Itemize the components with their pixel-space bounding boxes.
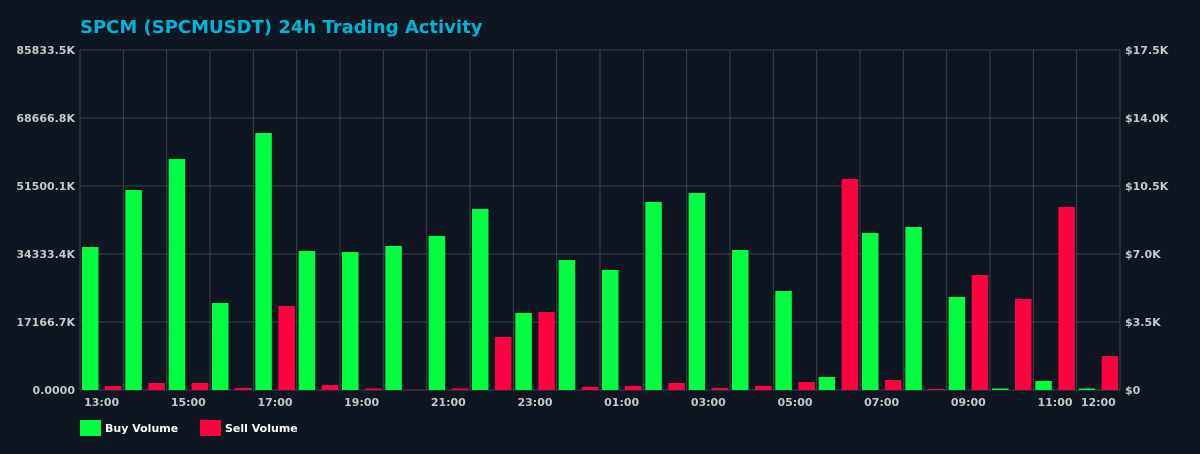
y2-tick-label: $10.5K — [1125, 180, 1169, 193]
y-tick-label: 68666.8K — [16, 112, 75, 125]
x-tick-label: 07:00 — [864, 396, 899, 409]
x-tick-label: 17:00 — [257, 396, 292, 409]
x-tick-label: 23:00 — [517, 396, 552, 409]
x-tick-label: 15:00 — [171, 396, 206, 409]
y2-tick-label: $7.0K — [1125, 248, 1161, 261]
bar-buy-volume — [645, 202, 662, 390]
bar-buy-volume — [1035, 381, 1052, 390]
bar-buy-volume — [299, 251, 316, 390]
bar-sell-volume — [798, 382, 815, 390]
bar-buy-volume — [689, 193, 706, 390]
bar-sell-volume — [625, 386, 642, 390]
bar-sell-volume — [755, 386, 772, 390]
bar-buy-volume — [342, 252, 359, 390]
bar-buy-volume — [1079, 388, 1096, 390]
bar-sell-volume — [365, 388, 382, 390]
y-tick-label: 51500.1K — [16, 180, 75, 193]
x-tick-label: 12:00 — [1081, 396, 1116, 409]
x-tick-label: 19:00 — [344, 396, 379, 409]
bar-sell-volume — [972, 275, 989, 390]
bar-sell-volume — [1015, 299, 1032, 390]
y-tick-label: 17166.7K — [16, 316, 75, 329]
bar-sell-volume — [105, 386, 122, 390]
bar-buy-volume — [602, 270, 619, 390]
bar-sell-volume — [1058, 207, 1075, 390]
bar-sell-volume — [842, 179, 859, 390]
bar-sell-volume — [582, 387, 599, 390]
x-tick-label: 01:00 — [604, 396, 639, 409]
x-axis: 13:00 15:00 17:00 19:00 21:00 23:00 01:00 03:00… — [84, 396, 1116, 409]
bar-buy-volume — [949, 297, 966, 390]
chart-title: SPCM (SPCMUSDT) 24h Trading Activity — [80, 17, 483, 38]
x-tick-label: 05:00 — [777, 396, 812, 409]
bar-sell-volume — [278, 306, 295, 390]
bar-sell-volume — [538, 312, 555, 390]
bar-buy-volume — [169, 159, 186, 390]
legend-label-buy: Buy Volume — [105, 422, 178, 435]
y2-tick-label: $14.0K — [1125, 112, 1169, 125]
y2-tick-label: $0 — [1125, 384, 1141, 397]
y2-tick-label: $17.5K — [1125, 44, 1169, 57]
bar-buy-volume — [732, 250, 749, 390]
x-tick-label: 03:00 — [691, 396, 726, 409]
bar-buy-volume — [472, 209, 489, 390]
y-tick-label: 85833.5K — [16, 44, 75, 57]
bar-buy-volume — [905, 227, 922, 390]
bar-buy-volume — [82, 247, 99, 390]
x-tick-label: 21:00 — [431, 396, 466, 409]
legend-label-sell: Sell Volume — [225, 422, 298, 435]
bar-sell-volume — [192, 383, 209, 390]
bar-sell-volume — [235, 388, 252, 390]
bar-buy-volume — [515, 313, 532, 390]
legend-swatch-sell — [200, 420, 221, 436]
bar-sell-volume — [148, 383, 165, 390]
bar-buy-volume — [385, 246, 402, 390]
y-tick-label: 0.0000 — [33, 384, 76, 397]
bar-buy-volume — [559, 260, 576, 390]
bar-sell-volume — [668, 383, 685, 390]
bar-sell-volume — [712, 388, 729, 390]
bar-sell-volume — [1102, 356, 1119, 390]
y-tick-label: 34333.4K — [16, 248, 75, 261]
x-tick-label: 11:00 — [1037, 396, 1072, 409]
y-axis-right: $0 $3.5K $7.0K $10.5K $14.0K $17.5K — [1125, 44, 1169, 397]
legend: Buy Volume Sell Volume — [80, 420, 298, 436]
bar-sell-volume — [928, 389, 945, 390]
bar-buy-volume — [775, 291, 792, 390]
bar-sell-volume — [322, 385, 339, 390]
bar-buy-volume — [125, 190, 142, 390]
bar-sell-volume — [452, 388, 469, 390]
bar-buy-volume — [862, 233, 879, 390]
x-tick-label: 09:00 — [951, 396, 986, 409]
y2-tick-label: $3.5K — [1125, 316, 1161, 329]
y-axis-left: 0.0000 17166.7K 34333.4K 51500.1K 68666.8K 85… — [16, 44, 75, 397]
legend-swatch-buy — [80, 420, 101, 436]
bar-sell-volume — [885, 380, 902, 390]
bar-buy-volume — [819, 377, 836, 390]
bar-buy-volume — [212, 303, 229, 390]
bar-buy-volume — [255, 133, 271, 390]
bar-sell-volume — [495, 337, 512, 390]
bar-buy-volume — [992, 388, 1009, 390]
bar-buy-volume — [429, 236, 446, 390]
x-tick-label: 13:00 — [84, 396, 119, 409]
